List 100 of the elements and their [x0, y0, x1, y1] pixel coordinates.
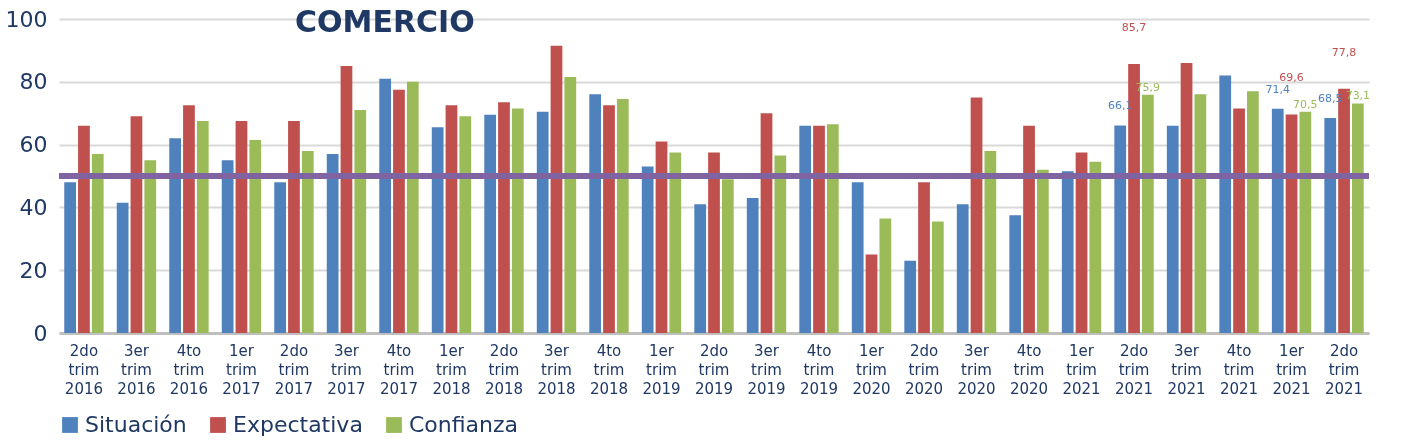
data-label: 69,6	[1279, 71, 1304, 85]
y-tick-label: 60	[19, 132, 48, 158]
x-tick-label: 3er trim 2017	[327, 341, 366, 398]
bar	[918, 182, 930, 333]
bar	[379, 78, 392, 333]
bar	[1271, 108, 1284, 333]
bar	[1114, 125, 1127, 333]
bar	[721, 179, 734, 333]
bar	[655, 141, 668, 333]
bar	[641, 166, 654, 333]
x-tick-label: 4to trim 2020	[1009, 341, 1049, 398]
y-tick-label: 20	[19, 257, 48, 283]
y-tick-label: 100	[5, 6, 48, 32]
x-tick-label: 3er trim 2020	[957, 341, 996, 398]
legend-label: Situación	[85, 412, 187, 437]
y-tick-label: 0	[33, 320, 48, 346]
bar	[550, 45, 563, 333]
x-tick-label: 2do trim 2021	[1324, 341, 1364, 398]
x-tick-label: 1er trim 2017	[222, 341, 261, 398]
bar	[221, 160, 234, 333]
bar	[1285, 114, 1298, 333]
x-tick-label: 2do trim 2021	[1114, 341, 1154, 398]
x-tick-label: 1er trim 2021	[1272, 341, 1311, 398]
bar	[826, 124, 839, 333]
bar	[484, 114, 497, 333]
legend-label: Expectativa	[233, 412, 363, 437]
bar	[1194, 94, 1207, 333]
bar	[931, 221, 944, 333]
bar	[970, 97, 983, 333]
x-tick-label: 1er trim 2018	[432, 341, 471, 398]
data-label: 70,5	[1293, 97, 1318, 111]
x-tick-label: 2do trim 2020	[904, 341, 944, 398]
x-tick-label: 1er trim 2019	[642, 341, 681, 398]
x-tick-label: 3er trim 2021	[1167, 341, 1206, 398]
x-tick-label: 4to trim 2021	[1219, 341, 1259, 398]
data-label: 71,4	[1265, 82, 1290, 96]
x-tick-label: 4to trim 2018	[589, 341, 629, 398]
bar	[536, 111, 549, 333]
bar	[78, 125, 90, 333]
x-tick-label: 2do trim 2016	[64, 341, 104, 398]
bar	[879, 218, 892, 333]
bar	[274, 182, 287, 333]
y-tick-label: 40	[19, 194, 48, 220]
bar	[431, 127, 444, 333]
bar	[1141, 94, 1154, 333]
bar	[1352, 103, 1364, 333]
bar	[64, 182, 76, 333]
bar	[760, 113, 773, 333]
bar	[1233, 108, 1245, 333]
bar	[1089, 161, 1102, 333]
y-tick-label: 80	[19, 69, 48, 95]
bar	[564, 77, 577, 333]
bar	[1009, 215, 1022, 333]
data-label: 77,8	[1331, 45, 1357, 59]
bar	[249, 139, 262, 333]
bar	[326, 154, 339, 333]
bar	[1219, 75, 1232, 333]
bar	[774, 155, 787, 333]
x-tick-label: 4to trim 2019	[799, 341, 839, 398]
bar	[956, 204, 969, 333]
bar	[288, 121, 300, 333]
x-tick-label: 3er trim 2016	[117, 341, 156, 398]
bar	[459, 116, 472, 333]
bar	[498, 102, 510, 333]
x-tick-label: 3er trim 2018	[537, 341, 576, 398]
bar	[393, 89, 405, 333]
data-label: 85,7	[1121, 20, 1147, 34]
bar	[746, 197, 759, 333]
bar	[589, 94, 602, 333]
bar	[984, 150, 997, 333]
x-tick-label: 2do trim 2018	[484, 341, 524, 398]
bar	[116, 202, 129, 333]
bar	[1166, 125, 1179, 333]
bar	[1180, 62, 1193, 333]
bar	[1036, 169, 1049, 333]
x-tick-label: 3er trim 2019	[747, 341, 786, 398]
chart-title: COMERCIO	[295, 4, 475, 39]
bar	[694, 204, 707, 333]
bar	[851, 182, 864, 333]
bar	[235, 121, 248, 333]
x-tick-label: 4to trim 2016	[169, 341, 209, 398]
bar	[708, 152, 720, 333]
bar	[169, 138, 182, 333]
bar	[799, 125, 812, 333]
bar	[616, 99, 629, 333]
bar	[196, 121, 209, 333]
bar	[1075, 152, 1088, 333]
bar	[1061, 171, 1074, 333]
bar	[130, 116, 143, 333]
bar	[91, 154, 104, 333]
bar	[406, 81, 419, 333]
bar	[904, 260, 917, 333]
bar	[340, 66, 353, 333]
bar	[354, 110, 367, 333]
bar	[1023, 125, 1035, 333]
bar	[603, 105, 615, 333]
x-tick-label: 2do trim 2017	[274, 341, 314, 398]
bar	[813, 125, 825, 333]
bar	[1324, 117, 1337, 333]
bar	[1299, 111, 1312, 333]
